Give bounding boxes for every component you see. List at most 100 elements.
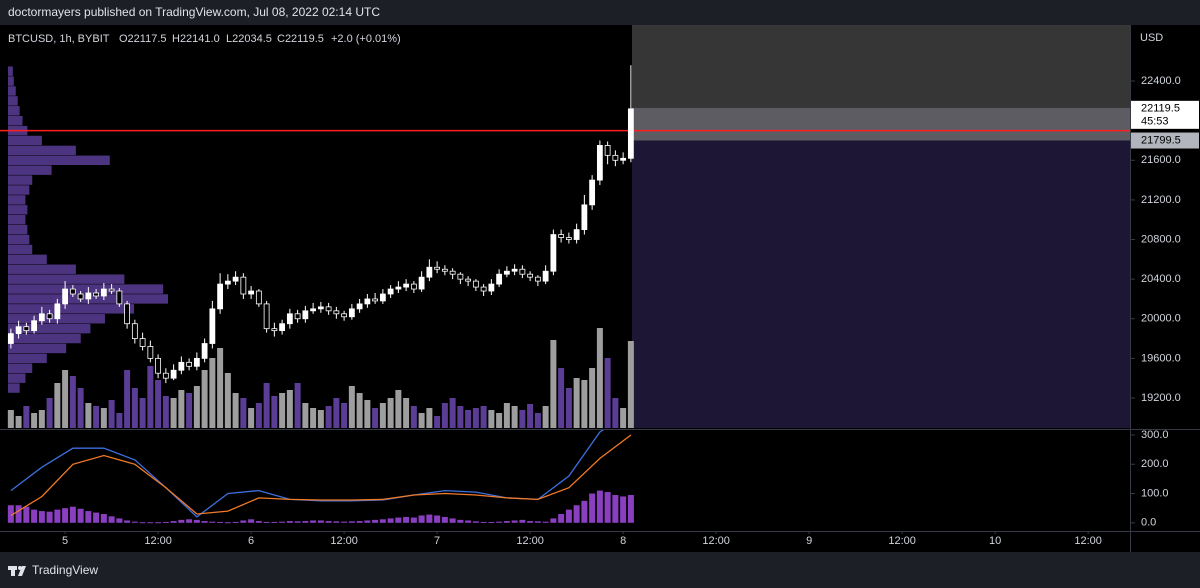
histogram-bar: [255, 521, 262, 523]
candle-body: [503, 270, 510, 275]
x-tick-label: 10: [989, 535, 1001, 547]
y-tick-label: 21600.0: [1141, 154, 1181, 166]
last-price-label: 22119.5: [1141, 103, 1180, 115]
volume-profile-row: [8, 205, 28, 215]
histogram-bar: [379, 519, 386, 523]
histogram-bar: [527, 521, 534, 523]
histogram-bar: [480, 521, 487, 523]
candle-body: [279, 323, 286, 332]
histogram-bar: [325, 521, 332, 523]
volume-bar: [325, 406, 332, 428]
legend-close: C22119.5: [277, 33, 324, 45]
volume-bar: [54, 383, 61, 428]
histogram-bar: [62, 508, 69, 523]
volume-bar: [480, 406, 487, 428]
histogram-bar: [581, 500, 588, 523]
candle-body: [31, 320, 38, 332]
candle-body: [441, 268, 448, 272]
volume-bar: [147, 366, 154, 428]
histogram-bar: [271, 521, 278, 523]
candle-body: [139, 338, 146, 347]
candle-body: [62, 288, 69, 305]
histogram-bar: [7, 505, 14, 523]
volume-profile-row: [8, 115, 23, 126]
volume-bar: [310, 408, 317, 428]
candle-body: [565, 237, 572, 240]
histogram-bar: [232, 521, 239, 523]
volume-profile-row: [8, 373, 26, 383]
histogram-bar: [418, 515, 425, 523]
candle-body: [627, 108, 634, 159]
volume-bar: [426, 408, 433, 428]
histogram-bar: [147, 522, 154, 524]
x-tick-label: 12:00: [702, 535, 730, 547]
countdown-label: 45:53: [1141, 116, 1169, 128]
y-tick-label: 200.0: [1141, 458, 1169, 470]
candle-body: [209, 308, 216, 344]
candle-body: [387, 288, 394, 295]
volume-bar: [604, 358, 611, 428]
histogram-bar: [317, 520, 324, 523]
volume-bar: [565, 388, 572, 428]
x-tick-label: 5: [62, 535, 68, 547]
histogram-bar: [589, 493, 596, 523]
y-tick-label: 300.0: [1141, 429, 1169, 441]
volume-bar: [511, 406, 518, 428]
candle-body: [248, 290, 255, 295]
volume-profile-row: [8, 323, 91, 334]
volume-bar: [93, 406, 100, 428]
volume-bar: [255, 403, 262, 428]
volume-profile-row: [8, 383, 20, 393]
volume-profile-row: [8, 76, 14, 86]
volume-bar: [496, 413, 503, 428]
histogram-bar: [302, 521, 309, 523]
candle-body: [162, 372, 169, 379]
candle-body: [372, 298, 379, 302]
histogram-bar: [224, 522, 231, 524]
histogram-bar: [403, 516, 410, 523]
y-tick-label: 100.0: [1141, 487, 1169, 499]
volume-bar: [108, 400, 115, 428]
indicator-line: [10, 434, 632, 517]
volume-bar: [31, 413, 38, 428]
volume-profile-row: [8, 135, 42, 146]
histogram-bar: [240, 520, 247, 523]
volume-bar: [124, 370, 131, 428]
histogram-bar: [627, 494, 634, 523]
histogram-bar: [434, 515, 441, 523]
candle-body: [54, 303, 61, 320]
histogram-bar: [93, 512, 100, 523]
volume-bar: [15, 416, 22, 428]
histogram-bar: [620, 496, 627, 523]
candle-body: [100, 288, 107, 297]
candle-body: [480, 286, 487, 292]
candle-body: [410, 283, 417, 290]
candle-body: [170, 369, 177, 379]
histogram-bar: [449, 518, 456, 523]
candle-body: [457, 273, 464, 280]
legend-low: L22034.5: [226, 33, 272, 45]
histogram-bar: [23, 506, 30, 523]
candle-body: [85, 292, 92, 300]
x-tick-label: 7: [434, 535, 440, 547]
volume-bar: [589, 368, 596, 428]
histogram-bar: [558, 514, 565, 523]
volume-bar: [612, 398, 619, 428]
histogram-bar: [441, 516, 448, 523]
volume-profile-row: [8, 185, 30, 195]
candle-body: [147, 346, 154, 359]
volume-bar: [348, 386, 355, 428]
volume-bar: [395, 390, 402, 428]
volume-bar: [503, 403, 510, 428]
histogram-bar: [503, 521, 510, 523]
volume-profile-row: [8, 215, 26, 225]
volume-bar: [77, 388, 84, 428]
histogram-bar: [263, 521, 270, 523]
footer-brand: TradingView: [32, 563, 98, 577]
position-zone: [632, 140, 1130, 428]
volume-bar: [217, 348, 224, 428]
histogram-bar: [124, 520, 131, 523]
histogram-bar: [550, 518, 557, 523]
volume-profile-row: [8, 264, 76, 274]
